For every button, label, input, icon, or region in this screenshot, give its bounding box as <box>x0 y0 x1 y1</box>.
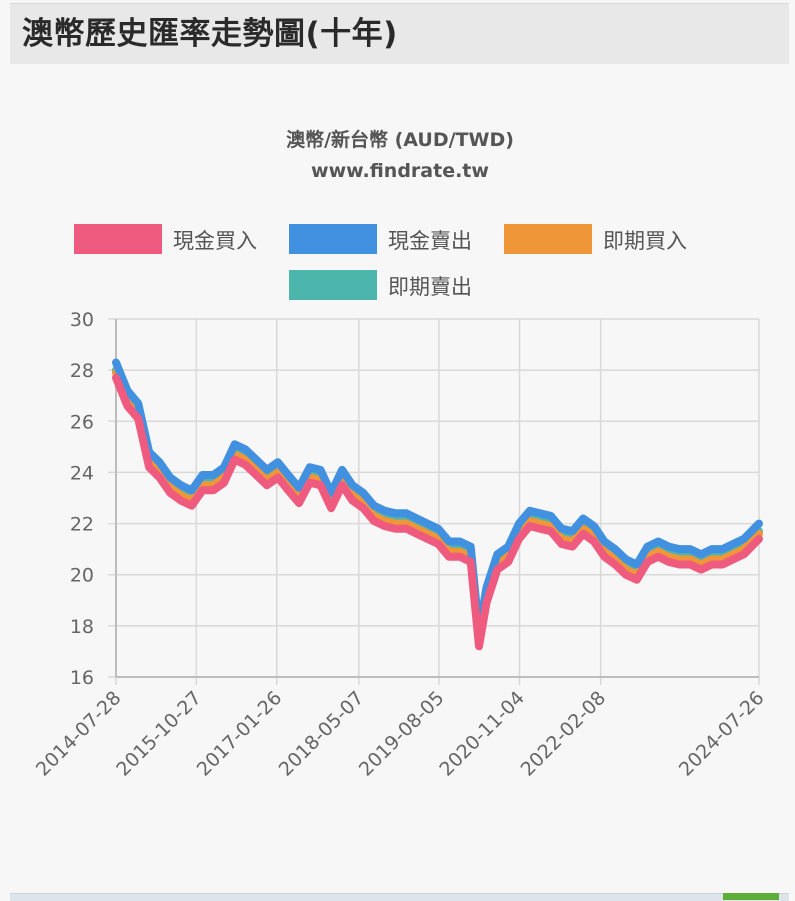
chart-grid <box>108 318 760 685</box>
x-tick-label: 2020-11-04 <box>435 687 529 781</box>
series-line-1[interactable] <box>112 358 763 635</box>
y-tick-label: 16 <box>70 667 94 689</box>
series-line-2[interactable] <box>112 368 763 646</box>
x-tick-label: 2019-08-05 <box>355 687 449 781</box>
x-axis: 2014-07-282015-10-272017-01-262018-05-07… <box>32 687 769 781</box>
legend-swatch[interactable] <box>289 270 377 300</box>
bottom-badge[interactable] <box>723 893 779 900</box>
y-tick-label: 20 <box>70 565 94 587</box>
legend-label[interactable]: 現金賣出 <box>388 229 472 253</box>
legend-label[interactable]: 現金買入 <box>173 229 257 253</box>
page-header: 澳幣歷史匯率走勢圖(十年) <box>10 3 789 64</box>
legend-label[interactable]: 即期賣出 <box>388 275 472 299</box>
series-line-0[interactable] <box>112 373 763 651</box>
y-tick-label: 28 <box>70 360 94 382</box>
legend-swatch[interactable] <box>289 224 377 254</box>
y-tick-label: 18 <box>70 616 94 638</box>
x-tick-label: 2017-01-26 <box>193 687 287 781</box>
series-line-3[interactable] <box>112 366 763 643</box>
chart-title: 澳幣/新台幣 (AUD/TWD) <box>286 128 514 151</box>
y-axis: 16 18 20 22 24 26 28 30 <box>70 309 94 689</box>
legend-label[interactable]: 即期買入 <box>603 229 687 253</box>
y-tick-label: 30 <box>70 309 94 331</box>
x-tick-label: 2018-05-07 <box>275 687 369 781</box>
y-tick-label: 22 <box>70 514 94 536</box>
x-tick-label: 2022-02-08 <box>517 687 611 781</box>
chart-subtitle: www.findrate.tw <box>311 160 489 182</box>
x-tick-label: 2014-07-28 <box>32 687 126 781</box>
chart-series <box>112 358 763 651</box>
legend-swatch[interactable] <box>74 224 162 254</box>
legend-swatch[interactable] <box>504 224 592 254</box>
page-title: 澳幣歷史匯率走勢圖(十年) <box>22 16 398 52</box>
x-tick-label: 2015-10-27 <box>112 687 206 781</box>
exchange-rate-chart: 澳幣/新台幣 (AUD/TWD) www.findrate.tw 現金買入 現金賣… <box>32 128 769 781</box>
x-tick-label: 2024-07-26 <box>675 687 769 781</box>
y-tick-label: 24 <box>70 462 94 484</box>
y-tick-label: 26 <box>70 411 94 433</box>
bottom-divider <box>10 893 789 901</box>
